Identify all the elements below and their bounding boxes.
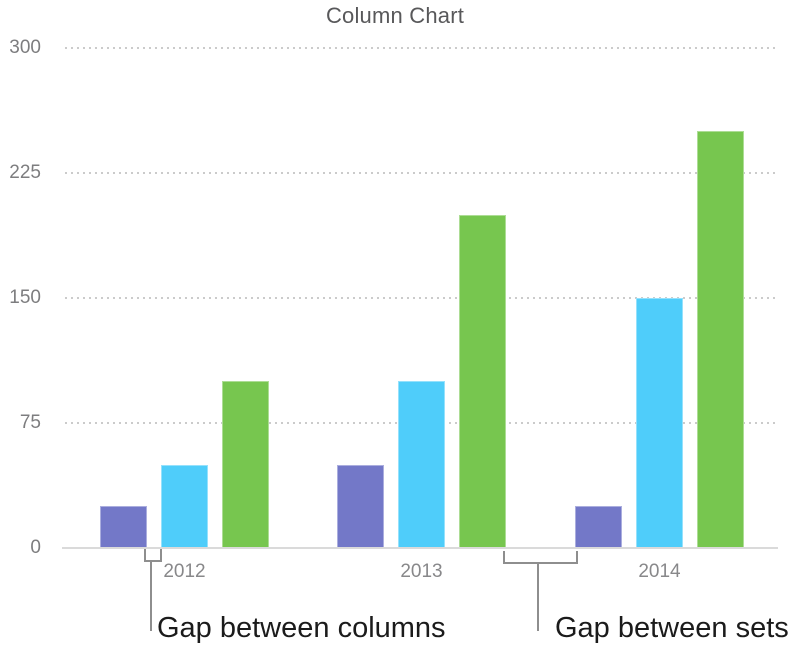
y-tick-label-150: 150 xyxy=(9,287,41,308)
bar-2014-series2 xyxy=(636,298,683,548)
category-label-2012: 2012 xyxy=(163,561,206,582)
gap-between-sets-bracket xyxy=(503,551,578,564)
y-tick-label-75: 75 xyxy=(19,412,41,433)
bar-2012-series1 xyxy=(100,506,147,548)
gridline-225 xyxy=(65,172,778,174)
x-axis-line xyxy=(62,547,778,549)
gap-between-sets-callout-line xyxy=(537,562,539,631)
y-tick-label-0: 0 xyxy=(30,537,41,558)
gap-between-sets-label: Gap between sets xyxy=(555,612,789,644)
bar-2014-series3 xyxy=(697,131,744,548)
bar-2014-series1 xyxy=(575,506,622,548)
y-tick-label-225: 225 xyxy=(9,162,41,183)
bar-2012-series2 xyxy=(161,465,208,548)
bar-2012-series3 xyxy=(222,381,269,548)
category-label-2013: 2013 xyxy=(400,561,443,582)
gridline-150 xyxy=(65,297,778,299)
gap-between-columns-bracket xyxy=(144,549,162,562)
gap-between-columns-callout-line xyxy=(150,560,152,631)
y-tick-label-300: 300 xyxy=(9,37,41,58)
bar-2013-series3 xyxy=(459,215,506,548)
category-label-2014: 2014 xyxy=(638,561,681,582)
gridline-300 xyxy=(65,47,778,49)
gap-between-columns-label: Gap between columns xyxy=(157,612,446,644)
bar-2013-series1 xyxy=(337,465,384,548)
bar-2013-series2 xyxy=(398,381,445,548)
chart-title: Column Chart xyxy=(325,3,465,28)
